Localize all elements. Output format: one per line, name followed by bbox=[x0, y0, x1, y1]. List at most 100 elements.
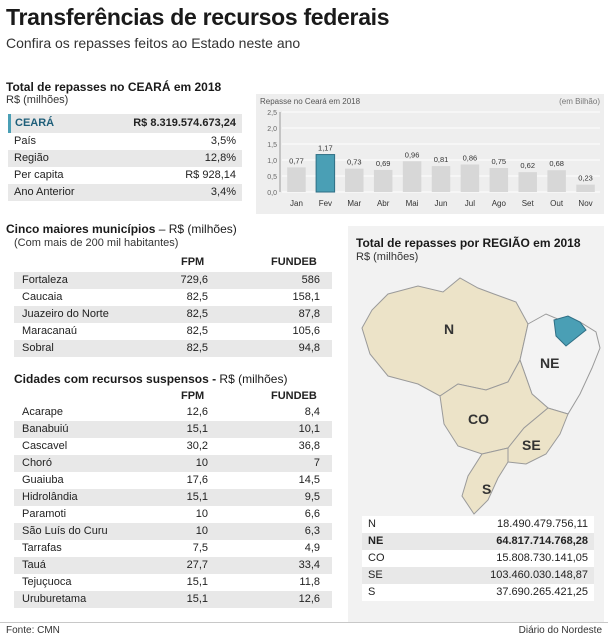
city-fpm: 7,5 bbox=[192, 542, 208, 554]
regiao-table: N 18.490.479.756,11 NE 64.817.714.768,28… bbox=[362, 516, 594, 601]
bar-fev bbox=[315, 154, 336, 193]
city-fundeb: 8,4 bbox=[304, 406, 320, 418]
table-row: Paramoti 10 6,6 bbox=[14, 506, 332, 523]
city-fundeb: 11,8 bbox=[299, 576, 320, 588]
city-fpm: 729,6 bbox=[180, 274, 208, 286]
city-fundeb: 87,8 bbox=[298, 308, 320, 320]
city-name: Juazeiro do Norte bbox=[22, 308, 109, 320]
city-name: Uruburetama bbox=[22, 593, 87, 605]
ceara-row-label: Per capita bbox=[14, 169, 64, 181]
bar-jan bbox=[287, 167, 306, 192]
city-name: Tejuçuoca bbox=[22, 576, 72, 588]
table-row: N 18.490.479.756,11 bbox=[362, 516, 594, 533]
chart-y-ticks: 0,0 0,5 1,0 1,5 2,0 2,5 bbox=[267, 110, 281, 197]
municipios-note: (Com mais de 200 mil habitantes) bbox=[14, 237, 179, 249]
bar-value-label: 0,62 bbox=[520, 161, 535, 170]
ceara-table: CEARÁ R$ 8.319.574.673,24 País 3,5% Regi… bbox=[8, 114, 242, 201]
brazil-map: N NE CO SE S bbox=[361, 277, 601, 515]
region-value: 64.817.714.768,28 bbox=[496, 535, 588, 547]
bar-nov bbox=[576, 184, 595, 192]
bar-set bbox=[518, 172, 537, 192]
municipios-heading: Cinco maiores municípios – R$ (milhões) bbox=[6, 222, 237, 236]
city-name: Choró bbox=[22, 457, 52, 469]
city-fundeb: 4,9 bbox=[304, 542, 320, 554]
bar-value-label: 0,96 bbox=[405, 150, 420, 159]
city-name: Tarrafas bbox=[22, 542, 62, 554]
map-region-n bbox=[361, 277, 529, 397]
city-fpm: 10 bbox=[195, 457, 208, 469]
x-tick-label: Abr bbox=[377, 199, 390, 208]
region-label: CO bbox=[368, 552, 385, 564]
bar-value-label: 0,23 bbox=[578, 174, 593, 183]
y-tick-label: 1,5 bbox=[267, 142, 277, 149]
map-label-n: N bbox=[444, 321, 454, 337]
y-tick-label: 0,5 bbox=[267, 174, 277, 181]
ceara-row-value: R$ 8.319.574.673,24 bbox=[133, 117, 236, 129]
city-fpm: 15,1 bbox=[186, 593, 208, 605]
region-label: N bbox=[368, 518, 376, 530]
city-fpm: 10 bbox=[195, 508, 208, 520]
ceara-row-regiao: Região 12,8% bbox=[8, 150, 242, 167]
regiao-unit: R$ (milhões) bbox=[356, 251, 419, 263]
city-fundeb: 12,6 bbox=[298, 593, 320, 605]
table-row: Tauá 27,7 33,4 bbox=[14, 557, 332, 574]
ceara-row-label: Ano Anterior bbox=[14, 186, 75, 198]
city-fpm: 82,5 bbox=[186, 308, 208, 320]
table-row: São Luís do Curu 10 6,3 bbox=[14, 523, 332, 540]
city-fpm: 17,6 bbox=[186, 474, 208, 486]
ceara-row-label: CEARÁ bbox=[15, 117, 55, 129]
ceara-row-ano-anterior: Ano Anterior 3,4% bbox=[8, 184, 242, 201]
y-tick-label: 0,0 bbox=[267, 190, 277, 197]
map-state-ceara bbox=[553, 315, 587, 347]
city-fpm: 30,2 bbox=[186, 440, 208, 452]
table-row: Fortaleza 729,6 586 bbox=[14, 272, 332, 289]
footer-rule bbox=[0, 622, 608, 623]
table-row: Choró 10 7 bbox=[14, 455, 332, 472]
x-tick-label: Mar bbox=[347, 199, 361, 208]
table-row: Banabuiú 15,1 10,1 bbox=[14, 421, 332, 438]
table-row: Hidrolândia 15,1 9,5 bbox=[14, 489, 332, 506]
city-fundeb: 36,8 bbox=[298, 440, 320, 452]
city-fundeb: 10,1 bbox=[298, 423, 320, 435]
ceara-row-value: R$ 928,14 bbox=[185, 169, 236, 181]
footer-source: Fonte: CMN bbox=[6, 625, 60, 636]
table-row: Maracanaú 82,5 105,6 bbox=[14, 323, 332, 340]
city-name: Tauá bbox=[22, 559, 46, 571]
table-row: Acarape 12,6 8,4 bbox=[14, 404, 332, 421]
map-label-s: S bbox=[482, 481, 491, 497]
municipios-table: Fortaleza 729,6 586 Caucaia 82,5 158,1 J… bbox=[14, 272, 332, 357]
city-fpm: 82,5 bbox=[186, 325, 208, 337]
bar-value-label: 1,17 bbox=[318, 144, 333, 153]
bar-value-label: 0,69 bbox=[376, 159, 391, 168]
region-panel: Total de repasses por REGIÃO em 2018 R$ … bbox=[348, 226, 604, 622]
region-value: 18.490.479.756,11 bbox=[497, 518, 588, 530]
table-row: Uruburetama 15,1 12,6 bbox=[14, 591, 332, 608]
city-fpm: 15,1 bbox=[186, 423, 208, 435]
chart-bars: 0,77 Jan 1,17 Fev 0,73 Mar 0,69 Abr 0,96 Mai 0,81 J… bbox=[287, 144, 595, 208]
city-name: Acarape bbox=[22, 406, 63, 418]
ceara-heading: Total de repasses no CEARÁ em 2018 bbox=[6, 80, 222, 94]
table-row: SE 103.460.030.148,87 bbox=[362, 567, 594, 584]
table-row: Guaiuba 17,6 14,5 bbox=[14, 472, 332, 489]
bar-chart-panel: Repasse no Ceará em 2018 (em Bilhão) 0,0… bbox=[256, 94, 604, 214]
x-tick-label: Ago bbox=[492, 199, 507, 208]
suspensos-col-fundeb: FUNDEB bbox=[271, 390, 317, 402]
bar-ago bbox=[489, 168, 509, 192]
table-row: NE 64.817.714.768,28 bbox=[362, 533, 594, 550]
city-fpm: 15,1 bbox=[186, 491, 208, 503]
map-label-ne: NE bbox=[540, 355, 559, 371]
table-row: S 37.690.265.421,25 bbox=[362, 584, 594, 601]
region-value: 103.460.030.148,87 bbox=[490, 569, 588, 581]
city-fundeb: 105,6 bbox=[292, 325, 320, 337]
bar-value-label: 0,73 bbox=[347, 158, 362, 167]
bar-mar bbox=[345, 168, 364, 192]
ceara-unit: R$ (milhões) bbox=[6, 94, 69, 106]
footer-credit: Diário do Nordeste bbox=[518, 625, 602, 636]
ceara-row-value: 3,4% bbox=[210, 186, 236, 198]
city-fpm: 82,5 bbox=[186, 291, 208, 303]
city-name: Fortaleza bbox=[22, 274, 68, 286]
y-tick-label: 2,5 bbox=[267, 110, 277, 117]
ceara-row-total: CEARÁ R$ 8.319.574.673,24 bbox=[8, 114, 242, 133]
bar-mai bbox=[402, 161, 422, 192]
ceara-row-value: 3,5% bbox=[210, 135, 236, 147]
